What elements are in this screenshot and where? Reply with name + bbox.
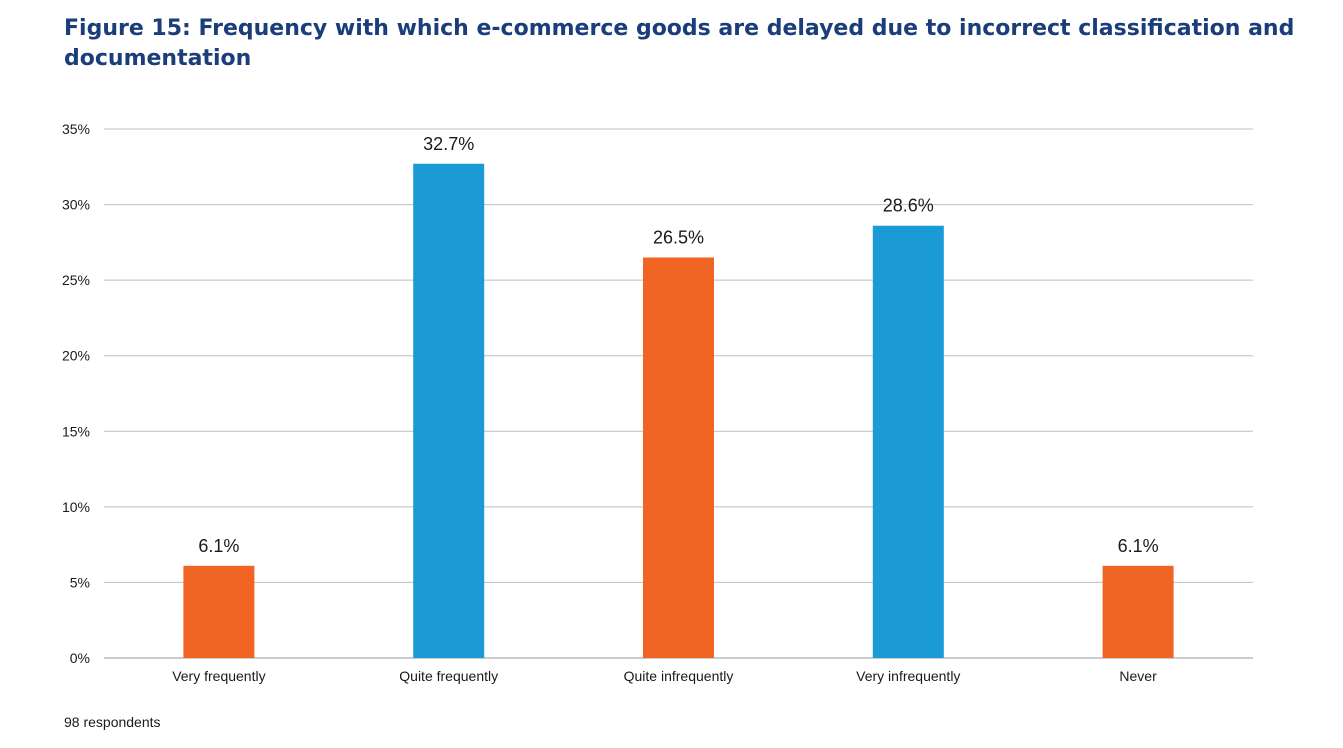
data-label: 32.7% xyxy=(423,134,474,154)
bar-chart: 0% 5% 10% 15% 20% 25% 30% 35% 6.1% 32.7% 26.5% 28.… xyxy=(62,121,1253,684)
y-tick-label: 10% xyxy=(62,499,90,515)
bars xyxy=(183,163,1174,658)
y-tick-label: 35% xyxy=(62,121,90,137)
bar xyxy=(413,163,485,658)
bar xyxy=(643,257,714,658)
bar xyxy=(1102,565,1174,658)
x-tick-label: Never xyxy=(1119,668,1157,684)
data-label: 28.6% xyxy=(883,196,934,216)
x-tick-label: Very frequently xyxy=(172,668,265,684)
respondents-note: 98 respondents xyxy=(64,714,161,730)
y-tick-label: 25% xyxy=(62,272,90,288)
bar xyxy=(872,225,944,658)
y-tick-label: 5% xyxy=(70,574,90,590)
y-tick-label: 15% xyxy=(62,423,90,439)
x-axis-ticks: Very frequently Quite frequently Quite inf… xyxy=(172,668,1157,684)
y-tick-label: 20% xyxy=(62,348,90,364)
data-label: 6.1% xyxy=(1118,536,1159,556)
x-tick-label: Very infrequently xyxy=(856,668,960,684)
data-label: 26.5% xyxy=(653,227,704,247)
bar xyxy=(183,565,255,658)
y-axis-ticks: 0% 5% 10% 15% 20% 25% 30% 35% xyxy=(62,121,90,666)
data-label: 6.1% xyxy=(198,536,239,556)
chart-title: Figure 15: Frequency with which e-commer… xyxy=(64,16,1295,71)
data-labels: 6.1% 32.7% 26.5% 28.6% 6.1% xyxy=(198,134,1158,556)
x-tick-label: Quite infrequently xyxy=(624,668,734,684)
x-tick-label: Quite frequently xyxy=(399,668,498,684)
y-tick-label: 0% xyxy=(70,650,90,666)
y-tick-label: 30% xyxy=(62,197,90,213)
